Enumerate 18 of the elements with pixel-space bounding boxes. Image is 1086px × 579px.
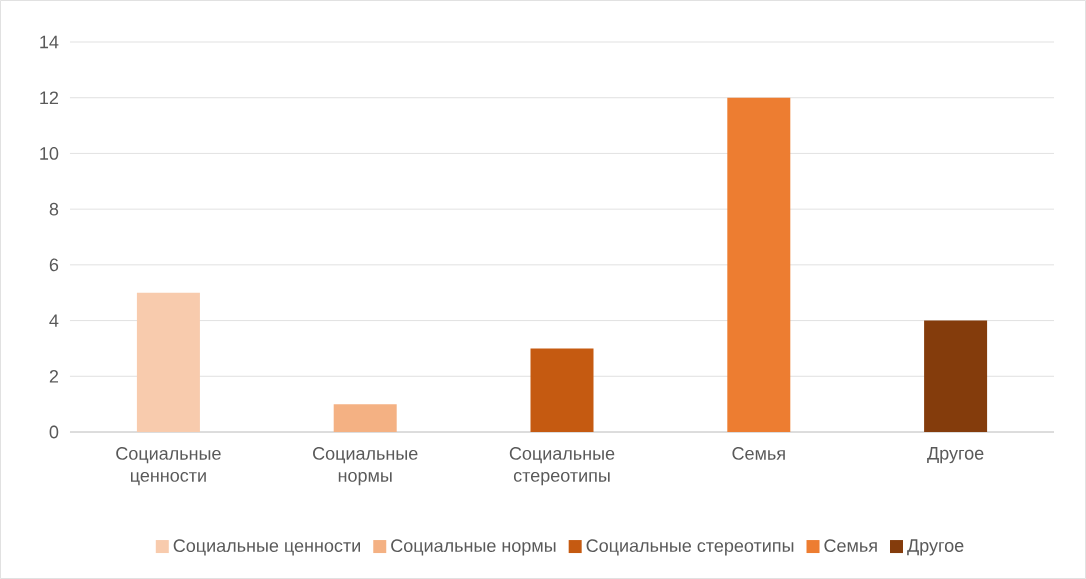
y-tick-label: 4 bbox=[49, 314, 59, 327]
x-tick-label: Семья bbox=[732, 447, 785, 460]
legend-label: Семья bbox=[824, 539, 877, 553]
y-tick-label: 14 bbox=[40, 35, 59, 49]
legend-label: Другое bbox=[907, 539, 964, 556]
x-tick-label: Социальные ценности bbox=[116, 447, 221, 486]
y-tick-label: 10 bbox=[40, 147, 59, 160]
y-tick-label: 0 bbox=[49, 425, 59, 439]
y-tick-label: 8 bbox=[49, 202, 59, 216]
legend-label: Социальные нормы bbox=[391, 539, 556, 556]
x-tick-label: Социальные стереотипы bbox=[509, 447, 615, 486]
legend-label: Социальные ценности bbox=[173, 539, 360, 556]
x-tick-label: Другое bbox=[927, 447, 984, 464]
x-tick-label: Социальные нормы bbox=[313, 447, 418, 486]
y-tick-label: 6 bbox=[49, 258, 59, 272]
y-tick-label: 2 bbox=[49, 369, 59, 383]
y-tick-label: 12 bbox=[40, 91, 59, 104]
legend-label: Социальные стереотипы bbox=[586, 539, 794, 556]
